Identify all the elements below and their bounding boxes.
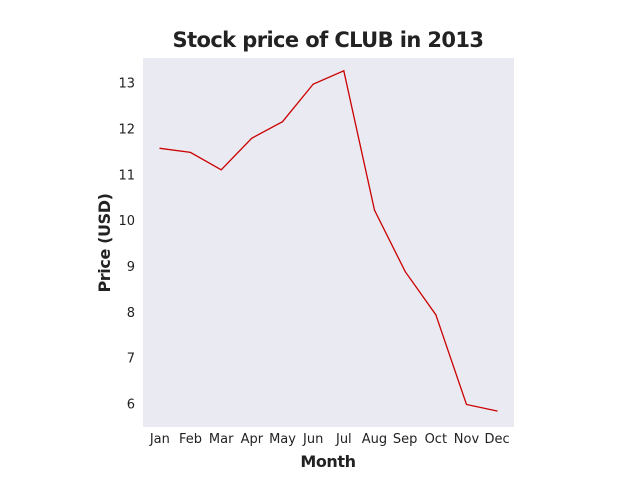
y-tick-label-7: 7 bbox=[127, 352, 135, 367]
y-tick-label-13: 13 bbox=[118, 77, 135, 92]
data-point-apr bbox=[251, 137, 253, 139]
data-point-jul bbox=[343, 70, 345, 72]
data-point-nov bbox=[465, 403, 468, 406]
y-tick-labels: 6 7 8 9 10 11 12 13 bbox=[118, 77, 135, 413]
data-point-dec bbox=[496, 410, 498, 412]
data-point-oct bbox=[435, 314, 437, 316]
x-tick-label-nov: Nov bbox=[454, 432, 480, 447]
x-tick-label-jul: Jul bbox=[335, 432, 352, 447]
x-tick-label-jun: Jun bbox=[302, 432, 323, 447]
x-axis-label: Month bbox=[300, 452, 355, 471]
x-tick-label-feb: Feb bbox=[179, 432, 202, 447]
x-tick-label-jan: Jan bbox=[149, 432, 170, 447]
x-tick-label-may: May bbox=[269, 432, 296, 447]
plot-area bbox=[143, 58, 514, 427]
data-point-jan bbox=[159, 147, 161, 149]
x-tick-label-oct: Oct bbox=[425, 432, 447, 447]
x-tick-label-aug: Aug bbox=[362, 432, 387, 447]
data-point-aug bbox=[373, 209, 376, 211]
y-tick-label-6: 6 bbox=[127, 398, 135, 413]
data-point-sep bbox=[404, 271, 406, 273]
x-tick-label-dec: Dec bbox=[485, 432, 510, 447]
x-tick-label-sep: Sep bbox=[393, 432, 418, 447]
y-tick-label-9: 9 bbox=[127, 260, 135, 275]
y-tick-label-12: 12 bbox=[118, 123, 135, 138]
y-tick-label-11: 11 bbox=[118, 168, 135, 183]
data-point-feb bbox=[189, 151, 192, 154]
x-tick-labels: Jan Feb Mar Apr May Jun Jul Aug Sep Oct Nov Dec bbox=[149, 432, 510, 447]
data-point-may bbox=[281, 121, 284, 123]
data-points bbox=[159, 70, 498, 412]
y-tick-label-10: 10 bbox=[118, 214, 135, 229]
y-axis-label: Price (USD) bbox=[95, 193, 114, 292]
data-point-mar bbox=[220, 169, 222, 171]
x-tick-label-apr: Apr bbox=[241, 432, 264, 447]
y-tick-label-8: 8 bbox=[127, 306, 135, 321]
series-line-club bbox=[159, 69, 498, 412]
x-tick-label-mar: Mar bbox=[209, 432, 234, 447]
chart-title: Stock price of CLUB in 2013 bbox=[173, 28, 484, 52]
data-point-jun bbox=[312, 83, 314, 85]
